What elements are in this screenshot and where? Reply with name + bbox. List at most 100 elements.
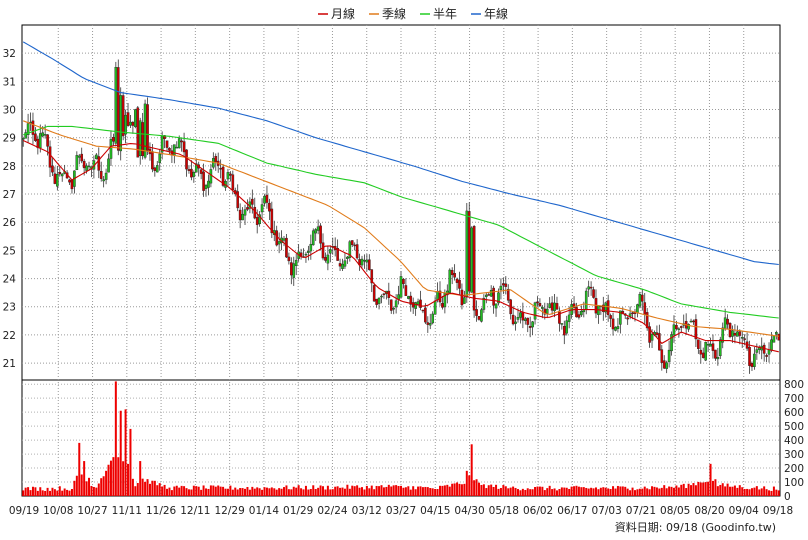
volume-bar [85, 481, 88, 496]
candle [246, 207, 249, 210]
volume-bar [395, 485, 398, 496]
candle [743, 338, 746, 340]
volume-bar [473, 480, 476, 496]
candle [258, 214, 261, 225]
candle [104, 172, 108, 180]
candle [714, 349, 717, 359]
volume-bar [285, 485, 288, 496]
candle [129, 121, 132, 126]
volume-tick-label: 0 [784, 491, 791, 503]
volume-bar [451, 483, 454, 496]
candle [453, 273, 456, 278]
volume-bar [743, 488, 746, 496]
candle [441, 303, 444, 308]
volume-bar [295, 487, 298, 496]
volume-bar [685, 488, 688, 496]
candle [662, 360, 666, 369]
volume-bar [109, 460, 112, 496]
volume-bar [690, 485, 693, 496]
candle [292, 263, 296, 278]
x-tick-label: 02/24 [317, 505, 348, 517]
candle [560, 323, 564, 325]
volume-bar [207, 488, 210, 496]
volume-bar [361, 487, 364, 496]
volume-bar [594, 487, 597, 496]
candle [521, 311, 525, 321]
volume-bar [343, 488, 346, 496]
candle [77, 155, 81, 158]
candle [199, 169, 203, 174]
candle [187, 169, 191, 171]
candle [75, 155, 79, 171]
x-tick-label: 05/18 [489, 505, 519, 517]
candle [770, 339, 773, 351]
candle [97, 156, 101, 171]
volume-bar [721, 483, 724, 496]
volume-bar [229, 485, 232, 496]
volume-bar [88, 477, 91, 496]
volume-bar [144, 481, 147, 496]
candle [667, 349, 671, 363]
volume-bar [58, 486, 61, 496]
candle [738, 331, 742, 336]
volume-bar [560, 487, 563, 496]
candle [190, 168, 193, 178]
candle [626, 317, 629, 320]
volume-bar [402, 487, 405, 496]
volume-bar [736, 487, 739, 496]
volume-bar [307, 489, 310, 496]
volume-bar [224, 488, 227, 496]
candle [548, 303, 551, 308]
volume-tick-label: 600 [784, 407, 804, 419]
volume-bar [351, 485, 354, 496]
candle [677, 328, 681, 330]
candle [716, 357, 720, 360]
candlesticks [21, 59, 781, 374]
x-tick-label: 07/21 [626, 505, 656, 517]
volume-bar [236, 489, 239, 496]
x-tick-label: 10/08 [43, 505, 73, 517]
volume-bar [741, 487, 744, 496]
candle [329, 249, 332, 254]
candle [194, 163, 198, 173]
candle [243, 209, 247, 216]
candle [470, 227, 473, 293]
candle [270, 208, 274, 234]
volume-bar [156, 485, 159, 496]
candle [640, 294, 644, 302]
volume-bar [387, 484, 390, 496]
candle [709, 344, 712, 347]
price-tick-label: 26 [3, 217, 17, 229]
volume-bar [114, 381, 117, 496]
volume-bar [441, 485, 444, 496]
volume-bar [166, 488, 169, 496]
candle [85, 165, 88, 171]
volume-bar [651, 486, 654, 496]
volume-bar [772, 486, 775, 496]
volume-bar [241, 488, 244, 496]
legend-entry: 年線 [484, 6, 508, 21]
candle [324, 257, 327, 261]
candle [494, 303, 498, 309]
volume-bar [536, 486, 539, 496]
volume-bar [49, 490, 52, 496]
volume-bar [463, 483, 466, 496]
candle [516, 317, 520, 320]
candle [389, 299, 393, 311]
price-tick-label: 27 [3, 189, 16, 201]
volume-bar [529, 489, 532, 496]
candle [87, 165, 91, 168]
candle [41, 132, 45, 137]
candle [679, 326, 683, 328]
x-tick-label: 04/15 [420, 505, 450, 517]
candle [465, 210, 469, 298]
volume-bar [692, 483, 695, 496]
volume-bar [658, 488, 661, 496]
candle [282, 238, 286, 241]
volume-bar [209, 485, 212, 496]
candle [526, 317, 530, 325]
candle [619, 310, 622, 325]
volume-bar [214, 486, 217, 496]
volume-bar [163, 484, 166, 496]
volume-bar [485, 488, 488, 496]
